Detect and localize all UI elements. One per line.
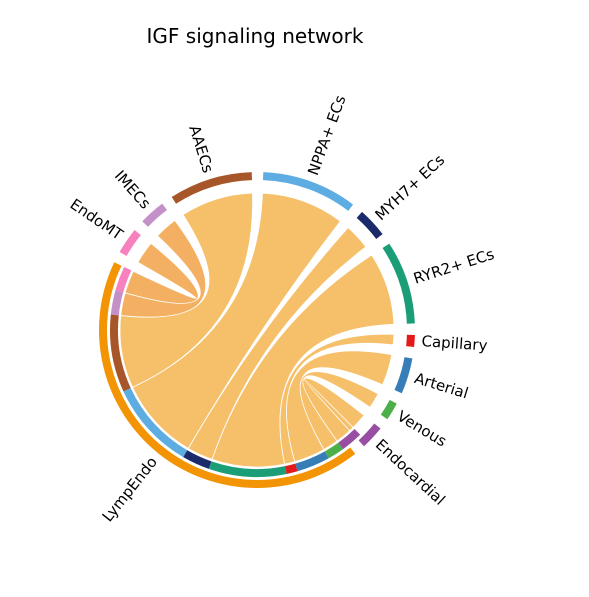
link-lympendo-ryr2plus-ecs: [211, 254, 395, 468]
link-lympendo-capillary: [279, 333, 395, 465]
sector-arc-imecs: [142, 203, 167, 227]
sector-arc-aaecs: [171, 172, 252, 204]
sector-arc-ryr2plus-ecs: [382, 243, 415, 324]
link-lympendo-aaecs: [119, 192, 253, 388]
target-strip-imecs: [110, 290, 124, 316]
sector-label-nppaplus-ecs: NPPA+ ECs: [304, 93, 349, 178]
sector-label-aaecs: AAECs: [185, 123, 217, 175]
chart-title: IGF signaling network: [147, 24, 364, 48]
link-lympendo-nppaplus-ecs: [132, 192, 341, 450]
link-lympendo-endocardial: [302, 377, 365, 442]
target-strip-nppaplus-ecs: [123, 388, 188, 458]
target-strip-venous: [324, 442, 343, 459]
sector-arc-nppaplus-ecs: [262, 172, 354, 211]
sector-label-ryr2plus-ecs: RYR2+ ECs: [411, 245, 496, 288]
sector-label-imecs: IMECs: [111, 167, 155, 213]
target-strip-myh7plus-ecs: [183, 450, 212, 469]
sector-label-endomt: EndoMT: [67, 195, 127, 244]
sector-arc-capillary: [406, 334, 415, 348]
sectors-layer: [99, 172, 415, 488]
sector-arc-myh7plus-ecs: [356, 211, 383, 239]
target-strip-capillary: [285, 463, 298, 474]
sector-label-myh7plus-ecs: MYH7+ ECs: [371, 151, 448, 224]
sector-label-arterial: Arterial: [412, 369, 470, 402]
target-strip-endomt: [115, 266, 132, 293]
sector-label-lympendo: LympEndo: [99, 453, 161, 525]
sector-label-venous: Venous: [394, 407, 450, 451]
target-strip-arterial: [295, 451, 329, 472]
links-layer: [119, 192, 395, 468]
sector-arc-lympendo: [99, 262, 356, 488]
link-lympendo-imecs: [120, 219, 207, 318]
sector-label-capillary: Capillary: [421, 332, 488, 355]
sector-arc-venous: [380, 399, 397, 420]
sector-arc-endocardial: [358, 423, 381, 447]
link-lympendo-myh7plus-ecs: [187, 227, 367, 460]
sector-arc-endomt: [119, 230, 141, 256]
sector-arc-arterial: [394, 357, 413, 394]
target-strip-endocardial: [338, 428, 361, 450]
target-strip-ryr2plus-ecs: [208, 461, 287, 477]
target-strip-aaecs: [109, 314, 131, 392]
